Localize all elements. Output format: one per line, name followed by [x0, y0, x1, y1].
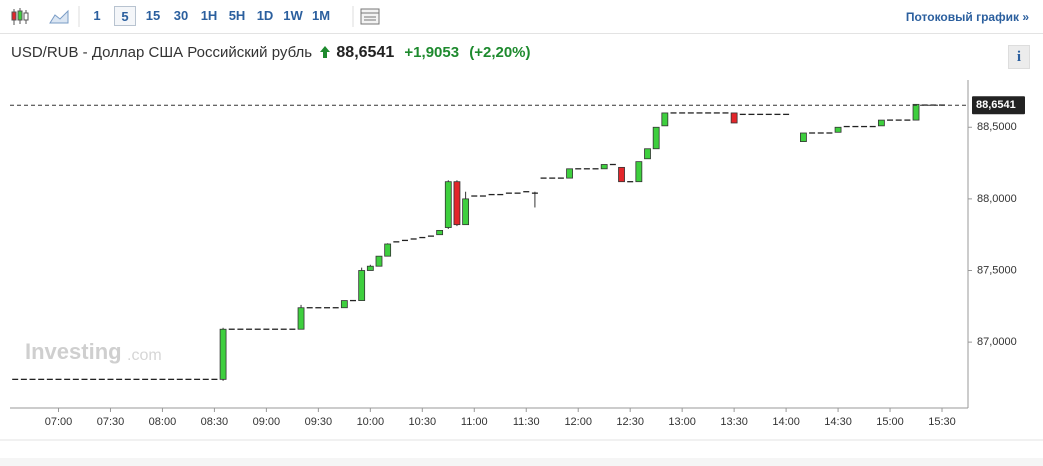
x-tick-label: 14:00 — [772, 416, 800, 428]
x-tick-label: 08:30 — [201, 416, 229, 428]
watermark: Investing — [25, 339, 122, 364]
candle-body — [219, 328, 227, 380]
last-price-box — [972, 96, 1025, 115]
area-icon[interactable] — [49, 9, 69, 24]
x-tick-label: 07:00 — [45, 416, 73, 428]
candle-body — [834, 126, 842, 133]
candle-body — [661, 112, 669, 127]
last-price-label: 88,6541 — [976, 99, 1016, 111]
toolbar: 1 5 15 30 1H 5H 1D 1W 1M Потоковый график » — [0, 0, 1043, 34]
x-tick-label: 09:30 — [305, 416, 333, 428]
candle-body — [436, 229, 444, 236]
candle-body — [340, 300, 348, 309]
interval-button[interactable]: 1H — [200, 8, 218, 23]
candle-body — [375, 255, 383, 267]
x-tick-label: 11:30 — [513, 416, 540, 428]
interval-button[interactable]: 5 — [114, 6, 136, 26]
candle-body — [462, 198, 470, 226]
table-icon[interactable] — [360, 8, 380, 25]
stream-link[interactable]: Потоковый график » — [905, 10, 1029, 24]
x-tick-label: 09:00 — [253, 416, 281, 428]
x-tick-label: 13:00 — [668, 416, 696, 428]
x-tick-label: 14:30 — [824, 416, 852, 428]
y-tick-label: 88,0000 — [977, 193, 1017, 205]
last-price: 88,6541 — [336, 44, 395, 61]
watermark-suffix: .com — [127, 347, 162, 364]
candle-body — [877, 119, 885, 127]
price-change-pct: (+2,20%) — [469, 44, 531, 61]
interval-button[interactable]: 5H — [228, 8, 246, 23]
candle-body — [644, 148, 651, 160]
candle-body — [800, 132, 807, 142]
up-arrow — [320, 46, 331, 58]
candle-body — [912, 103, 920, 121]
x-tick-label: 13:30 — [720, 416, 748, 428]
x-tick-label: 11:00 — [461, 416, 488, 428]
x-tick-label: 08:00 — [149, 416, 177, 428]
candle-body — [384, 243, 392, 257]
interval-button[interactable]: 1M — [311, 8, 331, 23]
interval-button[interactable]: 1W — [283, 8, 303, 23]
candle-body — [730, 112, 738, 124]
candle-body — [566, 168, 573, 179]
symbol-name: USD/RUB - Доллар США Российский рубль — [11, 44, 313, 61]
interval-button[interactable]: 15 — [145, 8, 161, 23]
interval-button[interactable]: 1 — [93, 8, 101, 23]
y-tick-label: 87,5000 — [977, 264, 1017, 276]
candle-body — [453, 181, 461, 226]
interval-button[interactable]: 30 — [173, 8, 189, 23]
candle-body — [618, 166, 625, 183]
chart-type-icons — [11, 6, 80, 27]
quote-header: USD/RUB - Доллар США Российский рубль 88… — [11, 44, 531, 62]
x-tick-label: 15:00 — [876, 416, 904, 428]
y-tick-label: 88,5000 — [977, 121, 1017, 133]
calendar-area — [352, 6, 380, 27]
info-button[interactable]: i — [1008, 45, 1030, 69]
candle-body — [444, 181, 452, 228]
interval-list: 1 5 15 30 1H 5H 1D 1W 1M — [86, 6, 332, 26]
interval-button[interactable]: 1D — [256, 8, 274, 23]
x-tick-label: 07:30 — [97, 416, 125, 428]
x-tick-label: 12:30 — [616, 416, 644, 428]
candle-body — [358, 270, 366, 301]
x-tick-label: 10:30 — [409, 416, 437, 428]
candles-icon[interactable] — [11, 8, 29, 25]
x-tick-label: 12:00 — [564, 416, 592, 428]
candle-body — [366, 265, 374, 271]
y-tick-label: 87,0000 — [977, 336, 1017, 348]
candle-body — [297, 307, 305, 330]
candle-body — [635, 161, 643, 183]
candle-body — [652, 126, 660, 150]
x-tick-label: 15:30 — [928, 416, 956, 428]
candle-body — [600, 164, 608, 170]
scroll-strip — [0, 458, 1043, 466]
price-change: +1,9053 — [404, 44, 460, 61]
x-tick-label: 10:00 — [357, 416, 385, 428]
